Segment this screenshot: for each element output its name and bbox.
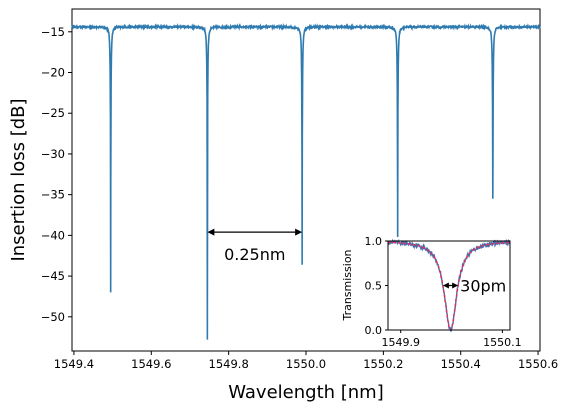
x-tick-label: 1550.0 xyxy=(286,357,326,371)
x-tick-label: 1549.8 xyxy=(209,357,249,371)
annotation-arrowhead-left xyxy=(207,228,215,236)
y-tick-label: −25 xyxy=(41,106,65,120)
inset-annotation: 30pm xyxy=(442,277,506,296)
y-tick-label: −15 xyxy=(41,25,65,39)
main-series-line xyxy=(71,22,541,340)
y-tick-label: −35 xyxy=(41,188,65,202)
inset-y-tick-label: 0.0 xyxy=(365,324,383,337)
inset-y-tick-label: 1.0 xyxy=(365,235,383,248)
y-tick-label: −45 xyxy=(41,269,65,283)
inset-fit-line xyxy=(387,241,511,331)
x-tick-label: 1550.4 xyxy=(441,357,481,371)
x-tick-label: 1549.6 xyxy=(131,357,171,371)
inset-annotation-label: 30pm xyxy=(460,277,506,296)
main-ticks: 1549.4 1549.6 1549.8 1550.0 1550.2 1550.4 1550… xyxy=(41,25,558,371)
annotation-label: 0.25nm xyxy=(224,245,285,264)
y-axis-title: Insertion loss [dB] xyxy=(8,98,29,261)
y-tick-label: −20 xyxy=(41,66,65,80)
inset-measured-line xyxy=(387,238,511,333)
inset-arrowhead-left xyxy=(442,282,449,289)
y-tick-label: −30 xyxy=(41,147,65,161)
inset-y-axis-title: Transmission xyxy=(341,249,354,321)
main-annotation: 0.25nm xyxy=(207,228,303,264)
inset-arrowhead-right xyxy=(452,282,459,289)
x-axis-title: Wavelength [nm] xyxy=(228,382,384,403)
x-tick-label: 1549.4 xyxy=(54,357,94,371)
x-tick-label: 1550.2 xyxy=(363,357,403,371)
inset-x-tick-label: 1550.1 xyxy=(483,336,522,349)
y-tick-label: −40 xyxy=(41,228,65,242)
inset-x-tick-label: 1549.9 xyxy=(381,336,420,349)
x-tick-label: 1550.6 xyxy=(518,357,558,371)
inset-series-lines xyxy=(387,238,511,333)
annotation-arrowhead-right xyxy=(295,228,303,236)
main-spectrum-line xyxy=(71,22,541,340)
y-tick-label: −50 xyxy=(41,310,65,324)
inset-y-tick-label: 0.5 xyxy=(365,280,383,293)
inset-ticks: 1549.9 1550.1 0.0 0.5 1.0 xyxy=(365,235,522,349)
